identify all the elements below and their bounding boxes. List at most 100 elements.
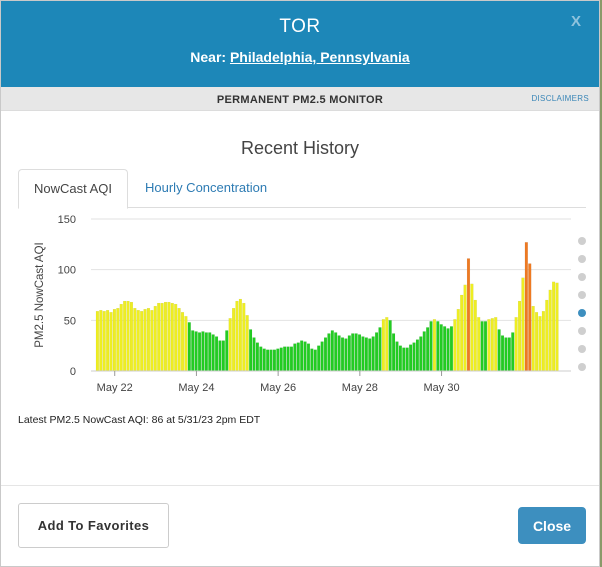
aqi-bar bbox=[306, 343, 311, 372]
aqi-bar bbox=[129, 301, 133, 372]
aqi-bar bbox=[150, 310, 154, 372]
near-location: Near: Philadelphia, Pennsylvania bbox=[1, 49, 599, 65]
aqi-bar bbox=[436, 321, 440, 372]
aqi-bar bbox=[337, 335, 341, 372]
aqi-bar bbox=[194, 331, 198, 372]
y-tick-label: 150 bbox=[58, 214, 76, 226]
pager-dot[interactable] bbox=[578, 255, 586, 263]
aqi-bar bbox=[255, 342, 259, 372]
aqi-bar bbox=[378, 327, 382, 372]
aqi-bar bbox=[483, 321, 488, 372]
x-tick-label: May 26 bbox=[260, 382, 296, 394]
aqi-bar bbox=[180, 312, 185, 372]
tab-hourly-concentration[interactable]: Hourly Concentration bbox=[145, 180, 268, 195]
aqi-bar bbox=[385, 317, 389, 372]
add-to-favorites-button[interactable]: Add To Favorites bbox=[18, 503, 169, 548]
aqi-bar bbox=[453, 319, 457, 372]
pager-dot[interactable] bbox=[578, 273, 586, 281]
aqi-bar bbox=[187, 322, 191, 372]
aqi-bar bbox=[381, 319, 385, 372]
monitor-type-label: PERMANENT PM2.5 MONITOR bbox=[216, 94, 384, 106]
section-title: Recent History bbox=[240, 138, 360, 158]
aqi-history-chart: 0 50 100 150 PM2.5 NowCast AQI May 22 May 24 Ma… bbox=[34, 214, 586, 394]
aqi-bar bbox=[143, 309, 147, 372]
aqi-bar bbox=[344, 338, 348, 372]
aqi-bar bbox=[388, 320, 392, 372]
monitor-type-bar: PERMANENT PM2.5 MONITOR DISCLAIMERS bbox=[1, 87, 599, 111]
aqi-bar bbox=[535, 312, 539, 372]
pager-dot[interactable] bbox=[578, 237, 586, 245]
near-prefix: Near: bbox=[190, 49, 230, 65]
aqi-bar bbox=[289, 346, 294, 372]
aqi-bar bbox=[446, 328, 450, 372]
aqi-bar bbox=[204, 332, 208, 372]
pager-dot[interactable] bbox=[578, 345, 586, 353]
aqi-bar bbox=[361, 336, 365, 372]
aqi-bar bbox=[555, 282, 559, 372]
aqi-bar bbox=[323, 337, 328, 372]
tab-nowcast-aqi[interactable]: NowCast AQI bbox=[18, 169, 129, 209]
latest-reading: Latest PM2.5 NowCast AQI: 86 at 5/31/23 … bbox=[18, 414, 261, 426]
aqi-bar bbox=[286, 346, 290, 372]
aqi-bar bbox=[541, 311, 545, 372]
aqi-bar bbox=[351, 333, 355, 372]
aqi-bar bbox=[167, 301, 171, 372]
aqi-bar bbox=[507, 337, 511, 372]
location-link[interactable]: Philadelphia, Pennsylvania bbox=[229, 49, 410, 65]
y-tick-label: 100 bbox=[58, 265, 76, 277]
aqi-bar bbox=[296, 342, 300, 372]
aqi-bar bbox=[276, 348, 280, 372]
aqi-bar bbox=[170, 302, 174, 372]
aqi-bar bbox=[357, 334, 362, 372]
aqi-bar bbox=[548, 289, 552, 372]
aqi-bar bbox=[466, 258, 471, 372]
aqi-bar bbox=[123, 300, 127, 372]
aqi-bar bbox=[211, 334, 215, 372]
aqi-bar bbox=[106, 310, 110, 372]
aqi-bar bbox=[266, 349, 270, 372]
aqi-bar bbox=[112, 309, 116, 372]
disclaimers-link[interactable]: DISCLAIMERS bbox=[531, 94, 589, 103]
aqi-bar bbox=[310, 348, 314, 372]
aqi-bar bbox=[456, 309, 460, 372]
aqi-bar bbox=[317, 345, 321, 372]
chart-tabs: NowCast AQI Hourly Concentration bbox=[18, 169, 586, 209]
aqi-bar bbox=[262, 348, 266, 372]
close-icon[interactable]: X bbox=[570, 13, 581, 30]
aqi-bar bbox=[524, 242, 528, 372]
aqi-bar bbox=[460, 294, 464, 372]
pager-dot[interactable] bbox=[578, 327, 586, 335]
monitor-title: TOR bbox=[279, 16, 321, 37]
aqi-bar bbox=[432, 319, 436, 372]
pager-dot[interactable] bbox=[578, 363, 586, 371]
aqi-bar bbox=[409, 344, 413, 372]
aqi-bar bbox=[552, 281, 556, 372]
aqi-bar bbox=[531, 305, 535, 372]
aqi-bar bbox=[439, 324, 443, 372]
aqi-bar bbox=[208, 332, 212, 372]
aqi-bar bbox=[449, 326, 454, 372]
aqi-bar bbox=[102, 311, 106, 372]
aqi-bar bbox=[163, 301, 168, 372]
aqi-bar bbox=[426, 327, 430, 372]
aqi-bar bbox=[242, 302, 246, 372]
aqi-bar bbox=[126, 300, 130, 372]
aqi-bar bbox=[119, 303, 123, 372]
aqi-bar bbox=[218, 340, 222, 372]
aqi-bar bbox=[235, 300, 239, 372]
close-button[interactable]: Close bbox=[518, 507, 586, 544]
aqi-bar bbox=[109, 312, 113, 372]
aqi-bar bbox=[153, 305, 157, 372]
pager-dot[interactable] bbox=[578, 309, 586, 317]
aqi-bar bbox=[490, 318, 494, 372]
aqi-bar bbox=[157, 302, 161, 372]
aqi-bar bbox=[398, 345, 402, 372]
pager-dot[interactable] bbox=[578, 291, 586, 299]
aqi-bar bbox=[368, 338, 372, 372]
x-tick-label: May 28 bbox=[342, 382, 378, 394]
y-tick-label: 0 bbox=[70, 366, 76, 378]
aqi-bar bbox=[375, 332, 379, 372]
aqi-bar bbox=[517, 300, 522, 372]
aqi-bar bbox=[116, 308, 120, 372]
aqi-bar bbox=[272, 349, 276, 372]
